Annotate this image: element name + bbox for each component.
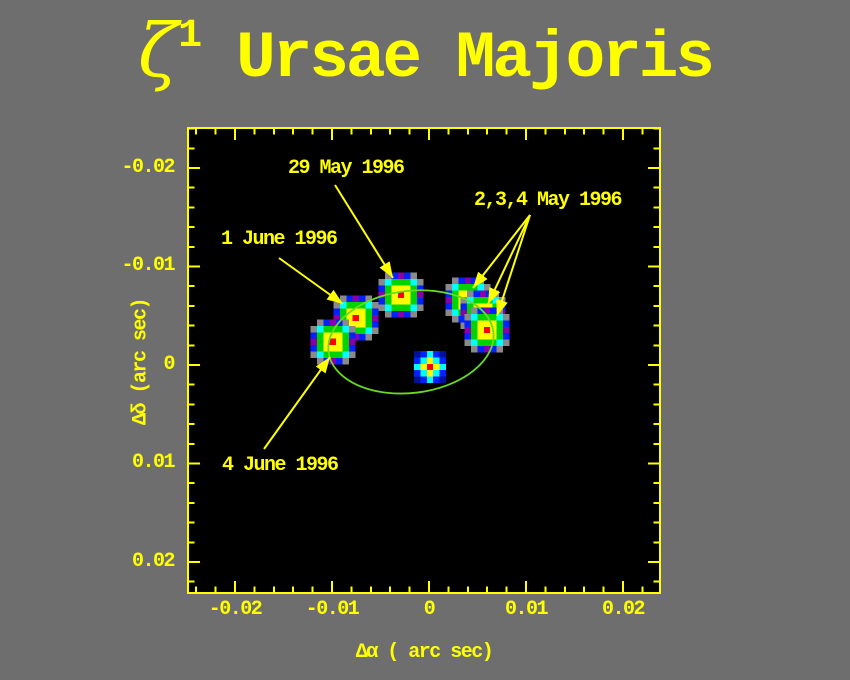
annotation-label: 2,3,4 May 1996 (474, 189, 623, 212)
x-axis-label: Δα ( arc sec) (355, 641, 494, 664)
y-tick-label: 0 (163, 352, 175, 376)
star-blob (414, 351, 446, 383)
y-tick-label: -0.01 (121, 254, 175, 278)
x-tick-label: -0.02 (208, 598, 263, 621)
annotation-label: 29 May 1996 (288, 157, 405, 180)
x-tick-label: 0 (423, 598, 436, 621)
star-blob (378, 272, 424, 318)
y-tick-label: 0.02 (131, 549, 176, 573)
annotation-arrow (334, 184, 394, 279)
annotation-label: 1 June 1996 (221, 228, 338, 251)
x-tick-label: 0.01 (505, 598, 549, 621)
y-tick-label: -0.02 (121, 155, 175, 179)
plot-frame (187, 127, 661, 594)
orbit-ellipse (327, 289, 495, 395)
x-tick-label: -0.01 (305, 598, 360, 621)
title-superscript: 1 (178, 14, 203, 59)
annotation-arrow (278, 257, 344, 305)
annotation-label: 4 June 1996 (222, 454, 339, 477)
annotation-arrow (263, 356, 331, 450)
chart-title: ζ 1 Ursae Majoris (0, 14, 850, 92)
title-zeta-symbol: ζ (137, 8, 179, 94)
annotation-arrow (496, 214, 531, 317)
axis-ticks (189, 127, 659, 592)
star-blob (464, 307, 510, 353)
annotation-arrows (263, 184, 531, 450)
annotation-arrow (472, 214, 531, 289)
annotation-arrow (487, 214, 531, 305)
title-text: Ursae Majoris (236, 21, 715, 96)
y-tick-label: 0.01 (131, 451, 176, 475)
x-tick-label: 0.02 (602, 598, 646, 621)
star-blob (310, 319, 356, 365)
